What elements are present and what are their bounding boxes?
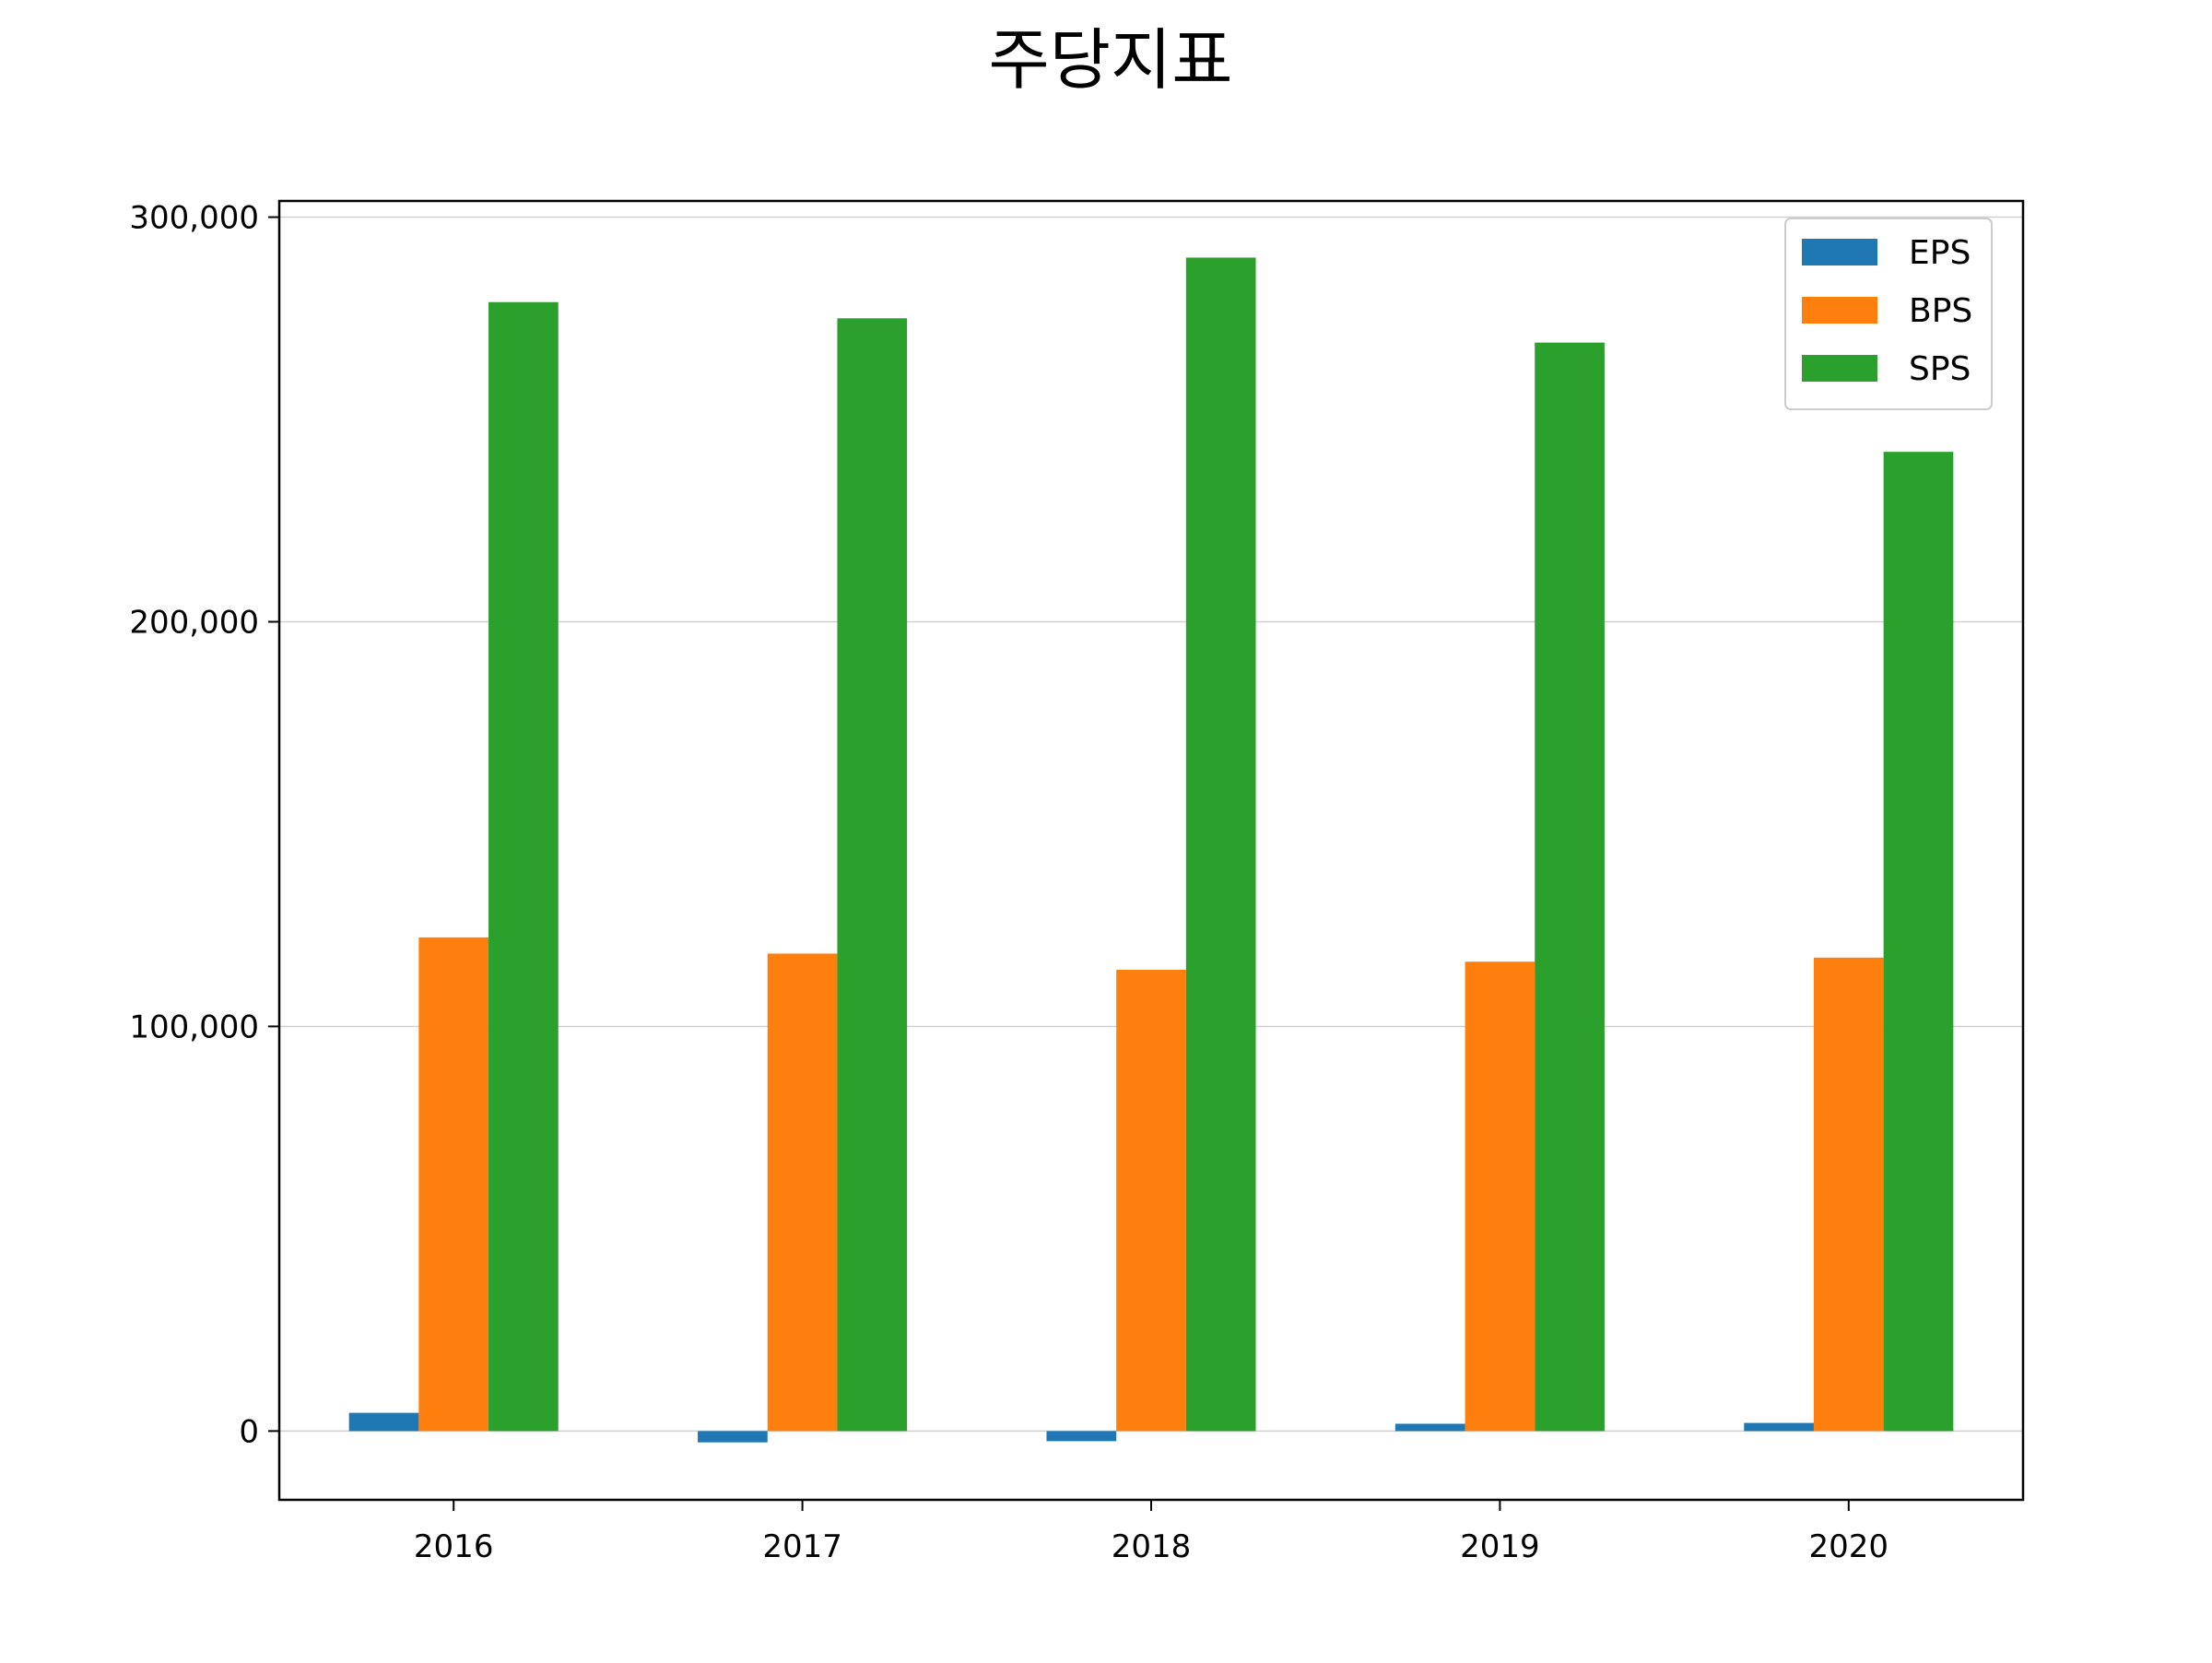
bar-eps-2018	[1046, 1431, 1117, 1442]
legend-swatch-sps	[1802, 355, 1877, 382]
chart-title: 주당지표	[989, 21, 1233, 99]
legend-label-sps: SPS	[1909, 350, 1971, 388]
x-tick-label: 2018	[1112, 1528, 1192, 1565]
x-tick-label: 2020	[1809, 1528, 1889, 1565]
legend-swatch-eps	[1802, 239, 1877, 265]
bar-eps-2017	[698, 1431, 768, 1443]
bar-bps-2017	[767, 953, 838, 1432]
y-tick-label: 200,000	[129, 604, 259, 641]
bar-bps-2020	[1813, 957, 1884, 1432]
bar-sps-2016	[488, 301, 559, 1432]
bar-eps-2020	[1744, 1422, 1814, 1432]
y-tick-label: 300,000	[129, 200, 259, 237]
bar-bps-2016	[418, 937, 489, 1432]
legend-label-eps: EPS	[1909, 234, 1971, 272]
x-tick-label: 2016	[414, 1528, 494, 1565]
bar-sps-2019	[1535, 342, 1605, 1432]
bar-sps-2017	[837, 318, 908, 1432]
legend: EPS BPS SPS	[1784, 218, 1993, 410]
axes: 0 100,000 200,000 300,000 2016 2017 2018 2019 20…	[129, 200, 2025, 1565]
bar-eps-2019	[1394, 1423, 1465, 1432]
legend-swatch-bps	[1802, 297, 1877, 324]
bars	[348, 257, 1954, 1443]
bar-sps-2020	[1883, 452, 1954, 1432]
bar-bps-2018	[1116, 969, 1186, 1432]
x-tick-label: 2017	[762, 1528, 842, 1565]
y-tick-label: 0	[239, 1413, 259, 1450]
legend-label-bps: BPS	[1909, 292, 1972, 330]
bar-sps-2018	[1185, 257, 1256, 1432]
y-tick-label: 100,000	[129, 1008, 259, 1045]
x-tick-label: 2019	[1460, 1528, 1540, 1565]
bar-bps-2019	[1465, 961, 1535, 1432]
bar-eps-2016	[348, 1412, 419, 1432]
